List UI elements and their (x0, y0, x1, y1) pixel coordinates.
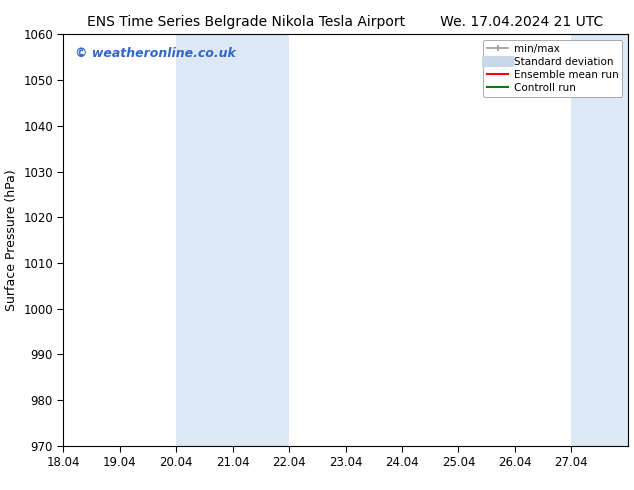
Y-axis label: Surface Pressure (hPa): Surface Pressure (hPa) (4, 169, 18, 311)
Title: ENS Time Series Belgrade Nikola Tesla Airport        We. 17.04.2024 21 UTC: ENS Time Series Belgrade Nikola Tesla Ai… (87, 15, 604, 29)
Legend: min/max, Standard deviation, Ensemble mean run, Controll run: min/max, Standard deviation, Ensemble me… (483, 40, 623, 97)
Bar (176, 34, 289, 446)
Bar (571, 34, 628, 446)
Text: © weatheronline.co.uk: © weatheronline.co.uk (75, 47, 236, 60)
